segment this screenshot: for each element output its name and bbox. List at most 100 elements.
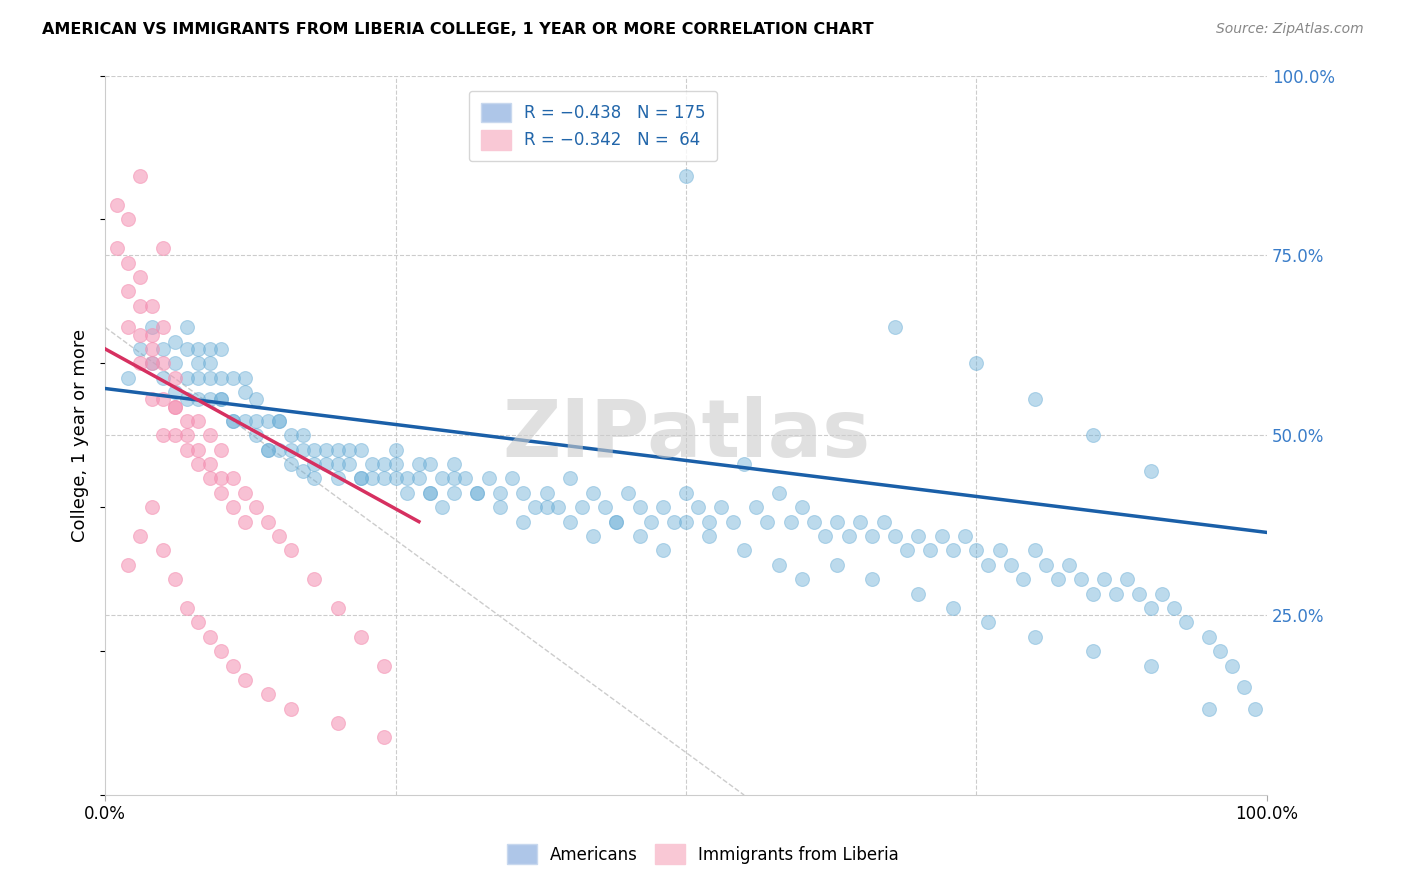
Point <box>187 370 209 384</box>
Point <box>918 543 941 558</box>
Point <box>443 471 465 485</box>
Point <box>1070 572 1092 586</box>
Point <box>558 515 581 529</box>
Point <box>1024 392 1046 407</box>
Point <box>536 486 558 500</box>
Point <box>373 457 395 471</box>
Point <box>838 529 860 543</box>
Point <box>198 428 221 442</box>
Point <box>257 414 280 428</box>
Point <box>152 543 174 558</box>
Point <box>198 630 221 644</box>
Point <box>117 285 139 299</box>
Point <box>419 486 441 500</box>
Point <box>141 500 163 515</box>
Point <box>454 471 477 485</box>
Point <box>152 356 174 370</box>
Point <box>176 342 198 356</box>
Point <box>988 543 1011 558</box>
Point <box>152 428 174 442</box>
Point <box>628 500 651 515</box>
Legend: R = −0.438   N = 175, R = −0.342   N =  64: R = −0.438 N = 175, R = −0.342 N = 64 <box>470 91 717 161</box>
Point <box>1024 543 1046 558</box>
Point <box>792 572 814 586</box>
Point <box>350 471 373 485</box>
Point <box>304 457 326 471</box>
Point <box>1233 680 1256 694</box>
Point <box>664 515 686 529</box>
Point <box>141 356 163 370</box>
Point <box>117 255 139 269</box>
Point <box>745 500 768 515</box>
Point <box>733 543 755 558</box>
Point <box>176 392 198 407</box>
Point <box>1059 558 1081 572</box>
Point <box>966 543 988 558</box>
Point <box>536 500 558 515</box>
Point <box>291 464 314 478</box>
Text: ZIPatlas: ZIPatlas <box>502 396 870 475</box>
Point <box>768 558 790 572</box>
Point <box>187 356 209 370</box>
Point <box>326 442 349 457</box>
Point <box>117 370 139 384</box>
Point <box>209 442 232 457</box>
Point <box>187 342 209 356</box>
Point <box>187 392 209 407</box>
Point <box>1128 586 1150 600</box>
Point <box>280 543 302 558</box>
Point <box>1139 464 1161 478</box>
Point <box>350 630 373 644</box>
Point <box>605 515 627 529</box>
Point <box>419 457 441 471</box>
Point <box>187 414 209 428</box>
Point <box>675 515 697 529</box>
Point <box>419 486 441 500</box>
Point <box>477 471 499 485</box>
Point <box>593 500 616 515</box>
Point <box>141 320 163 334</box>
Point <box>198 356 221 370</box>
Point <box>280 428 302 442</box>
Point <box>222 658 245 673</box>
Point <box>152 320 174 334</box>
Point <box>269 529 291 543</box>
Point <box>257 442 280 457</box>
Point <box>1163 601 1185 615</box>
Point <box>1116 572 1139 586</box>
Point <box>163 370 186 384</box>
Point <box>860 572 883 586</box>
Point <box>373 731 395 745</box>
Point <box>628 529 651 543</box>
Point <box>245 428 267 442</box>
Point <box>465 486 488 500</box>
Point <box>803 515 825 529</box>
Point <box>966 356 988 370</box>
Point <box>176 442 198 457</box>
Point <box>269 414 291 428</box>
Point <box>152 342 174 356</box>
Point <box>524 500 547 515</box>
Point <box>1081 644 1104 658</box>
Point <box>304 572 326 586</box>
Point <box>209 486 232 500</box>
Point <box>233 673 256 687</box>
Point <box>384 457 406 471</box>
Point <box>1220 658 1243 673</box>
Point <box>222 471 245 485</box>
Point <box>117 558 139 572</box>
Point <box>931 529 953 543</box>
Point <box>501 471 523 485</box>
Point <box>280 702 302 716</box>
Point <box>489 486 512 500</box>
Point <box>350 471 373 485</box>
Point <box>443 457 465 471</box>
Y-axis label: College, 1 year or more: College, 1 year or more <box>72 329 89 541</box>
Point <box>337 442 360 457</box>
Point <box>571 500 593 515</box>
Point <box>430 471 453 485</box>
Legend: Americans, Immigrants from Liberia: Americans, Immigrants from Liberia <box>501 838 905 871</box>
Point <box>222 370 245 384</box>
Point <box>1081 586 1104 600</box>
Point <box>304 442 326 457</box>
